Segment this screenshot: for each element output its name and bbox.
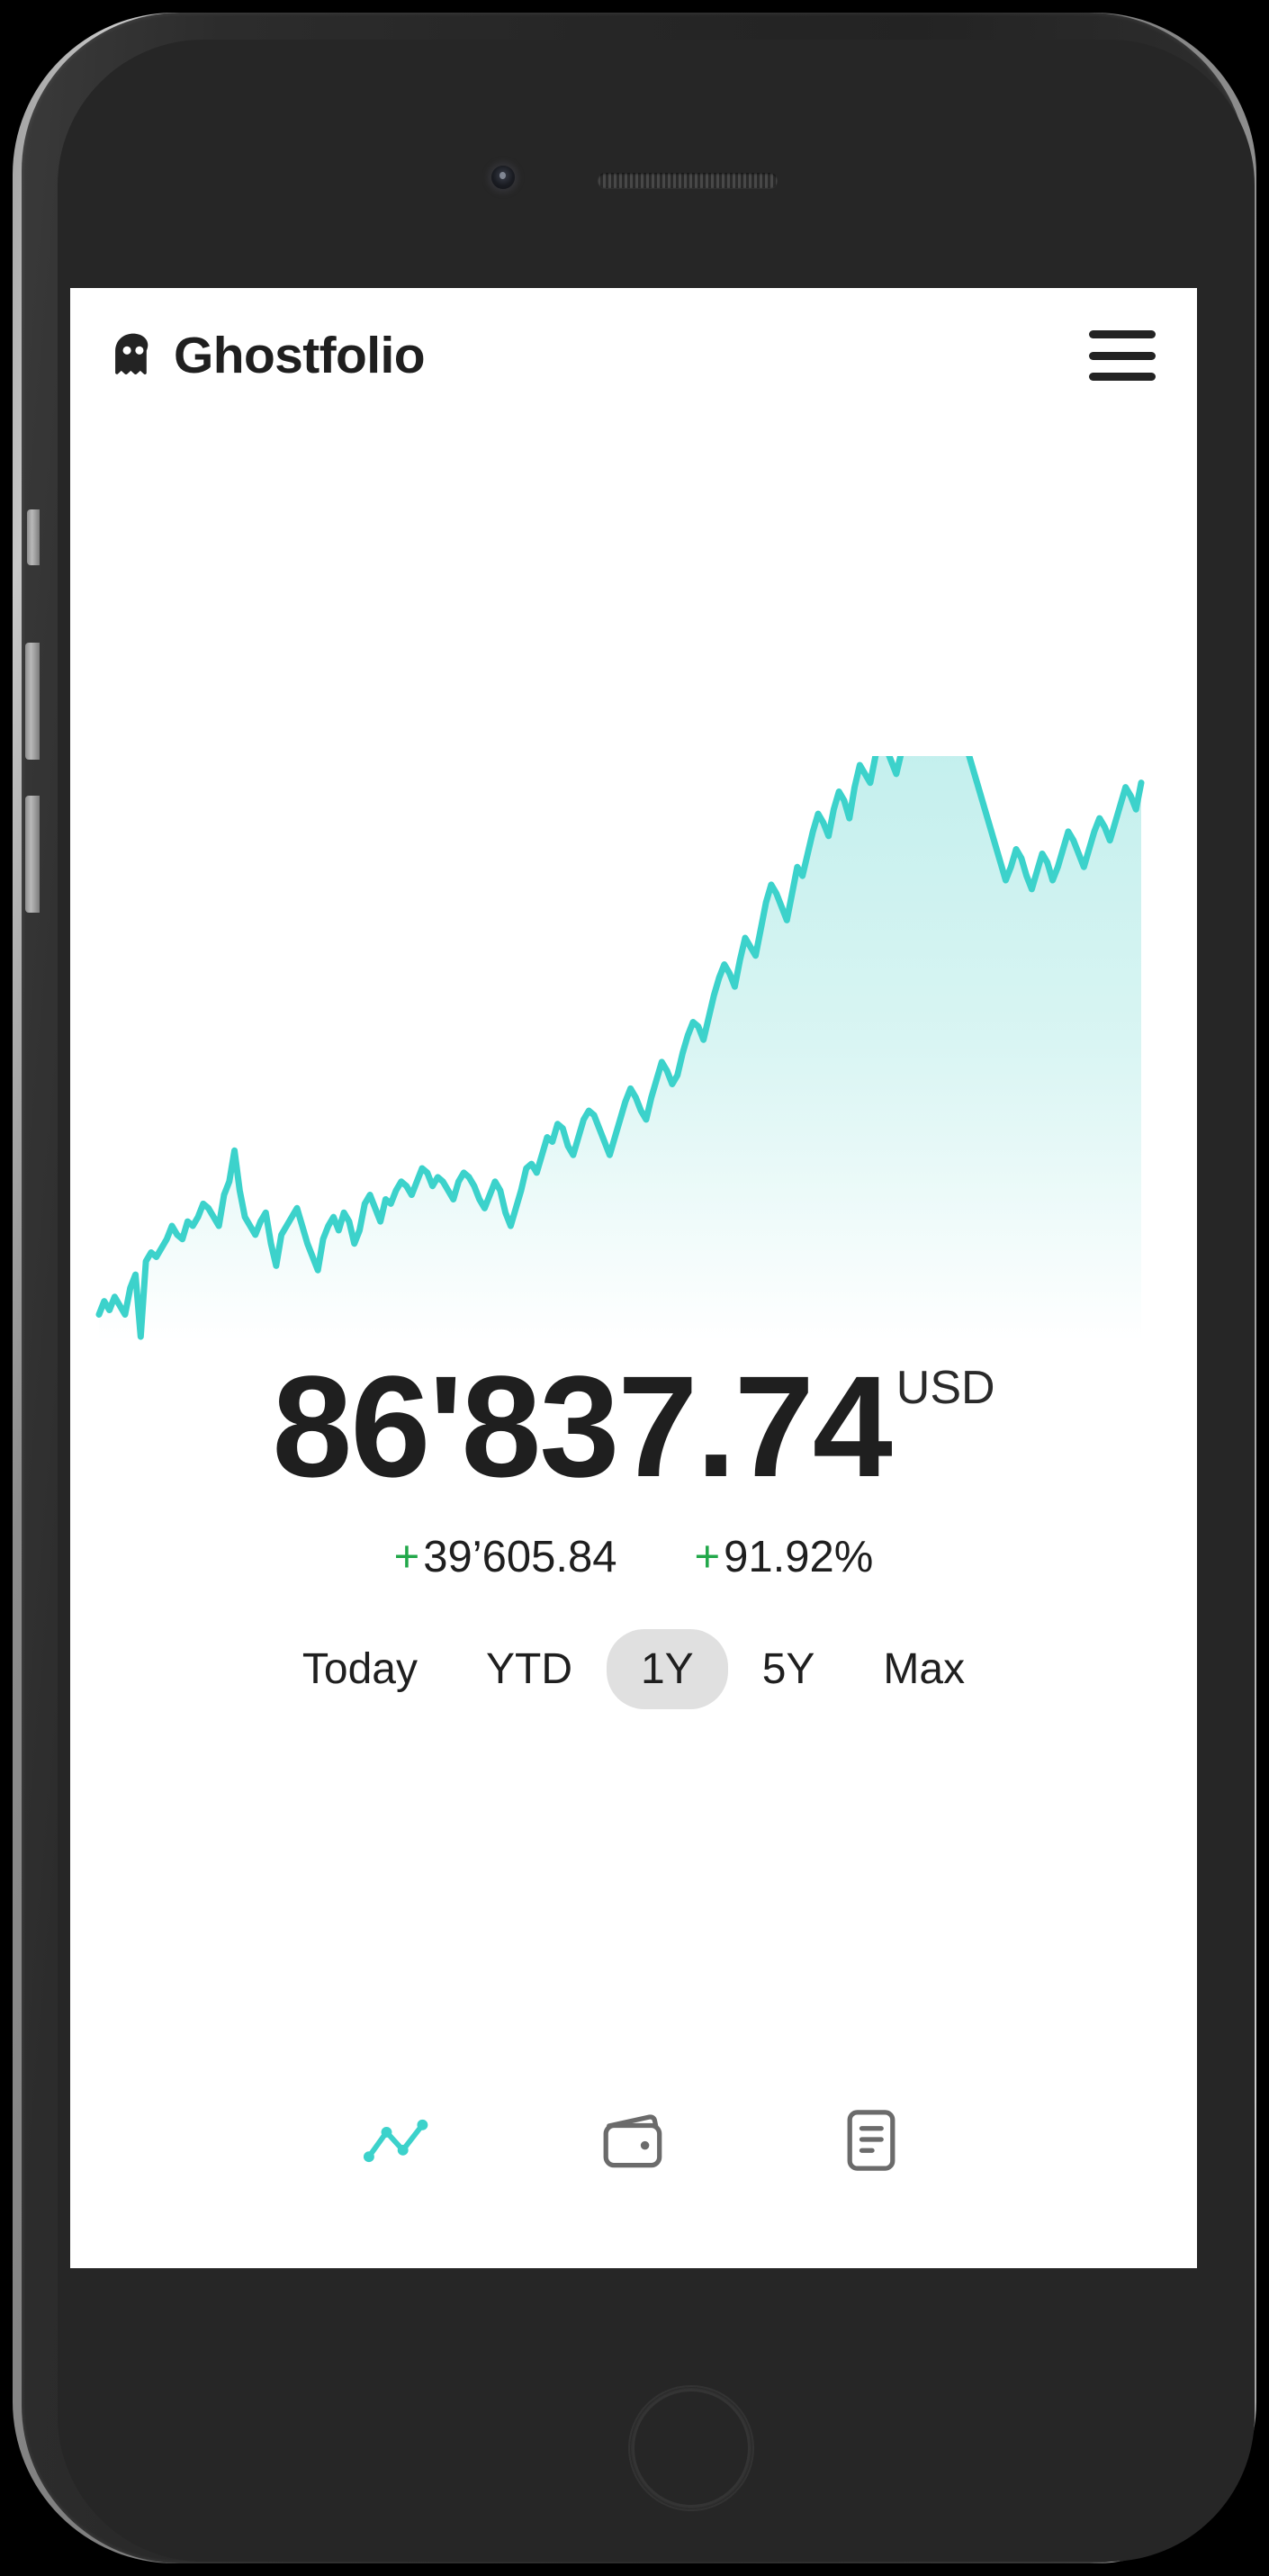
portfolio-performance-chart[interactable] xyxy=(70,756,1197,1341)
front-camera-icon xyxy=(491,166,515,189)
range-tab-5y[interactable]: 5Y xyxy=(761,1645,815,1693)
phone-screen: Ghostfolio xyxy=(70,288,1197,2268)
absolute-change: +39’605.84 xyxy=(394,1532,617,1582)
hamburger-bar-1 xyxy=(1089,330,1156,338)
range-tab-1y[interactable]: 1Y xyxy=(606,1629,728,1709)
brand-name: Ghostfolio xyxy=(174,326,426,384)
hamburger-bar-3 xyxy=(1089,373,1156,381)
home-button[interactable] xyxy=(628,2385,754,2511)
nav-item-overview[interactable] xyxy=(353,2097,439,2184)
silent-switch-button[interactable] xyxy=(27,509,40,565)
portfolio-currency: USD xyxy=(896,1362,995,1414)
chart-line xyxy=(95,756,1145,1340)
nav-item-portfolio[interactable] xyxy=(590,2097,677,2184)
hamburger-bar-2 xyxy=(1089,351,1156,360)
brand-logo[interactable]: Ghostfolio xyxy=(110,326,426,384)
volume-down-button[interactable] xyxy=(25,796,40,913)
portfolio-change-row: +39’605.84 +91.92% xyxy=(70,1532,1197,1582)
analytics-icon xyxy=(363,2119,428,2163)
hamburger-menu-icon[interactable] xyxy=(1089,330,1156,381)
date-range-tabs[interactable]: Today YTD 1Y 5Y Max xyxy=(70,1629,1197,1709)
range-tab-ytd[interactable]: YTD xyxy=(485,1645,572,1693)
bottom-navigation[interactable] xyxy=(70,2097,1197,2184)
range-tab-today[interactable]: Today xyxy=(302,1645,418,1693)
ghost-icon xyxy=(110,332,157,379)
absolute-change-sign: + xyxy=(393,1533,420,1581)
portfolio-value: 86'837.74 xyxy=(272,1346,892,1507)
app-header: Ghostfolio xyxy=(70,288,1197,423)
earpiece-speaker xyxy=(598,173,778,188)
absolute-change-value: 39’605.84 xyxy=(423,1533,617,1581)
range-tab-max[interactable]: Max xyxy=(883,1645,966,1693)
percent-change-sign: + xyxy=(694,1533,721,1581)
chart-area-fill xyxy=(99,756,1141,1341)
document-icon xyxy=(847,2110,896,2171)
wallet-icon xyxy=(603,2114,662,2168)
nav-item-transactions[interactable] xyxy=(828,2097,914,2184)
volume-up-button[interactable] xyxy=(25,643,40,760)
percent-change: +91.92% xyxy=(695,1532,874,1582)
percent-change-value: 91.92% xyxy=(724,1533,874,1581)
portfolio-value-block: 86'837.74 USD xyxy=(70,1350,1197,1503)
